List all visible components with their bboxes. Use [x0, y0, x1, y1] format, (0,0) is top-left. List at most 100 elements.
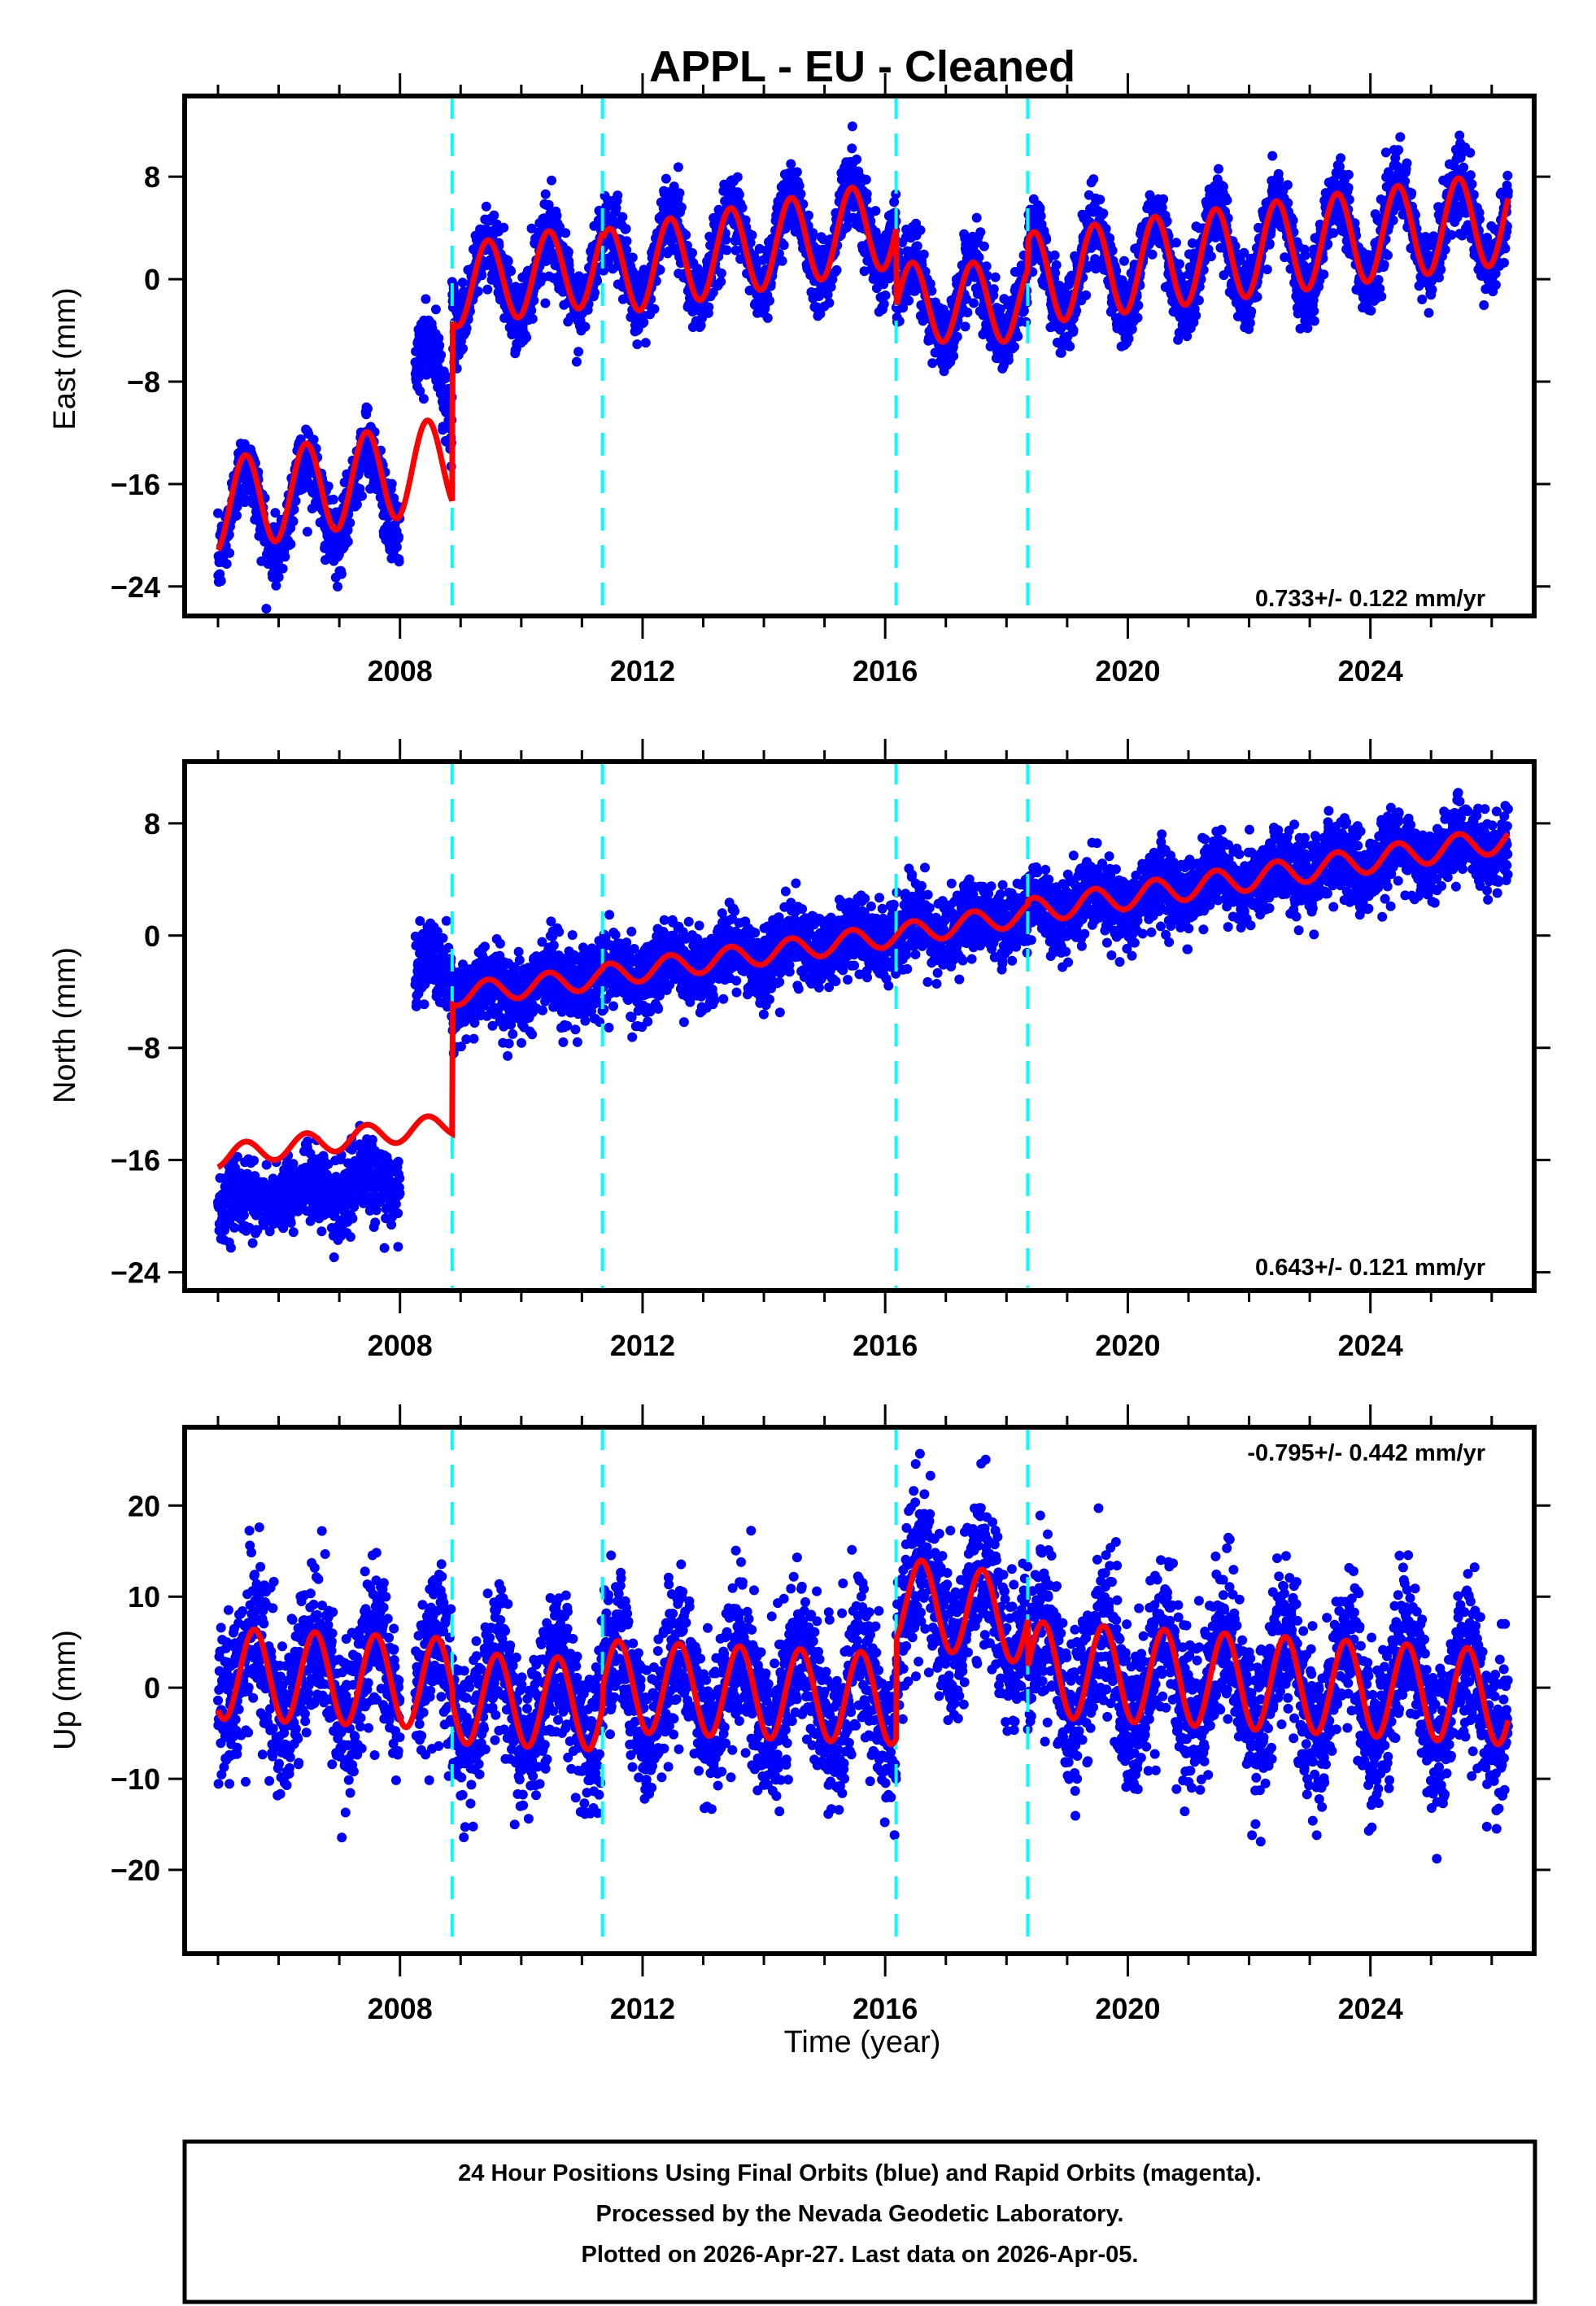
- data-point: [859, 266, 870, 277]
- data-point: [971, 212, 982, 223]
- data-point: [1171, 238, 1181, 248]
- data-point: [563, 247, 573, 257]
- data-point: [1065, 341, 1075, 352]
- data-point: [740, 215, 751, 225]
- data-point: [391, 542, 402, 552]
- data-point: [1175, 259, 1184, 269]
- data-point: [1158, 194, 1169, 204]
- data-point: [457, 277, 468, 288]
- data-point: [421, 294, 431, 304]
- data-point: [1051, 260, 1062, 270]
- data-point: [499, 222, 509, 233]
- data-point: [1101, 224, 1111, 234]
- data-point: [1003, 355, 1014, 365]
- data-point: [918, 249, 929, 260]
- data-point: [969, 298, 979, 308]
- data-point: [884, 273, 895, 284]
- data-point: [1465, 170, 1476, 181]
- data-point: [948, 351, 959, 361]
- data-point: [1090, 254, 1101, 264]
- data-point: [1068, 325, 1079, 335]
- data-point: [995, 304, 1005, 314]
- data-point: [889, 197, 900, 207]
- data-point: [669, 181, 679, 192]
- data-point: [1021, 317, 1031, 327]
- data-point: [277, 563, 288, 574]
- data-point: [1267, 151, 1278, 161]
- data-point: [328, 494, 338, 504]
- data-point: [1467, 179, 1477, 190]
- data-point: [571, 356, 582, 367]
- data-point: [791, 167, 802, 177]
- data-point: [673, 162, 683, 173]
- data-point: [1309, 306, 1319, 317]
- data-point: [1246, 306, 1257, 317]
- data-point: [952, 331, 962, 342]
- data-point: [979, 241, 989, 251]
- data-point: [1018, 306, 1029, 316]
- data-point: [342, 536, 353, 547]
- data-point: [323, 481, 334, 491]
- data-point: [613, 190, 623, 201]
- east-scatter: [213, 121, 1513, 614]
- data-point: [526, 305, 537, 316]
- data-point: [503, 256, 513, 267]
- data-point: [640, 338, 651, 348]
- data-point: [687, 247, 697, 258]
- data-point: [336, 569, 347, 579]
- data-point: [927, 358, 938, 369]
- data-point: [927, 286, 937, 296]
- data-point: [482, 284, 493, 295]
- chart-title: APPL - EU - Cleaned: [649, 42, 1075, 91]
- data-point: [506, 266, 517, 277]
- data-point: [1393, 145, 1404, 155]
- data-point: [826, 282, 836, 292]
- data-point: [357, 491, 367, 501]
- data-point: [880, 290, 891, 300]
- east-ylabel: East (mm): [48, 287, 82, 430]
- data-point: [225, 548, 235, 558]
- data-point: [1376, 291, 1387, 302]
- data-point: [434, 333, 444, 343]
- data-point: [1366, 305, 1376, 316]
- data-point: [527, 313, 538, 324]
- data-point: [1402, 158, 1412, 168]
- data-point: [1446, 229, 1457, 240]
- data-point: [1336, 153, 1346, 164]
- data-point: [434, 340, 445, 351]
- data-point: [1081, 290, 1092, 300]
- data-point: [804, 210, 813, 221]
- data-point: [732, 172, 743, 182]
- data-point: [912, 241, 922, 251]
- data-point: [1056, 347, 1066, 358]
- data-point: [273, 572, 284, 583]
- data-point: [747, 230, 757, 240]
- data-point: [909, 286, 920, 296]
- data-point: [1343, 182, 1354, 193]
- data-point: [458, 343, 468, 354]
- data-point: [232, 510, 242, 521]
- data-point: [777, 255, 787, 266]
- data-point: [661, 173, 671, 184]
- data-point: [1282, 180, 1293, 190]
- data-point: [1436, 264, 1446, 274]
- data-point: [674, 188, 685, 199]
- data-point: [765, 295, 774, 306]
- data-point: [1218, 181, 1228, 192]
- data-point: [543, 199, 554, 210]
- data-point: [529, 295, 539, 306]
- data-point: [960, 321, 970, 332]
- data-point: [477, 270, 487, 281]
- data-point: [808, 228, 818, 238]
- data-point: [221, 559, 232, 569]
- data-point: [1036, 211, 1046, 221]
- east-panel: East (mm) 0.733+/- 0.122 mm/yr 80−8−16−2…: [48, 73, 1550, 688]
- data-point: [415, 386, 425, 396]
- data-point: [1264, 238, 1275, 249]
- data-point: [735, 254, 746, 264]
- data-point: [1091, 264, 1101, 274]
- data-point: [1098, 208, 1109, 219]
- data-point: [1288, 215, 1298, 225]
- data-point: [1300, 250, 1310, 260]
- data-point: [280, 552, 290, 562]
